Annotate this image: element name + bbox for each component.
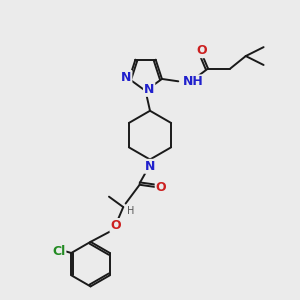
Text: N: N [144,83,154,96]
Text: N: N [121,71,131,84]
Text: O: O [196,44,207,57]
Text: NH: NH [183,75,203,88]
Text: Cl: Cl [52,245,65,258]
Text: O: O [110,219,121,232]
Text: O: O [156,181,166,194]
Text: N: N [145,160,155,173]
Text: H: H [127,206,134,216]
